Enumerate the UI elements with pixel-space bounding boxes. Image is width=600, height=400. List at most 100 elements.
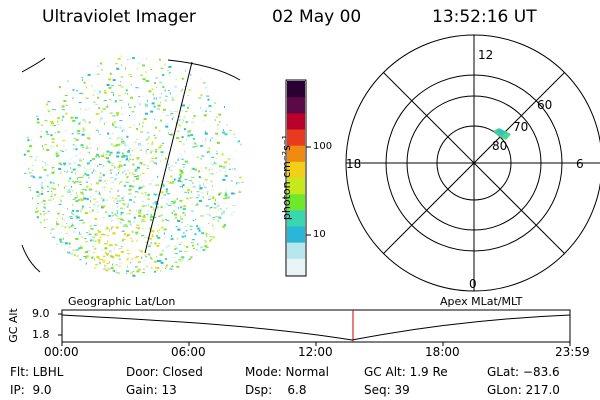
speckle (147, 96, 149, 98)
speckle (159, 58, 160, 61)
speckle (186, 188, 190, 191)
speckle (138, 87, 141, 89)
speckle (99, 112, 101, 115)
speckle (183, 143, 185, 146)
speckle (131, 159, 134, 161)
speckle (139, 174, 141, 176)
speckle (222, 178, 226, 181)
speckle (204, 239, 207, 242)
speckle (164, 228, 168, 230)
speckle (123, 163, 126, 166)
speckle (100, 117, 103, 120)
speckle (103, 189, 106, 191)
speckle (203, 140, 207, 143)
speckle (143, 214, 146, 217)
speckle (178, 206, 180, 209)
speckle (190, 73, 192, 76)
speckle (181, 235, 185, 238)
speckle (134, 168, 138, 171)
speckle (224, 194, 228, 197)
speckle (140, 251, 143, 253)
speckle (195, 218, 197, 220)
speckle (163, 204, 166, 205)
speckle (225, 165, 229, 166)
speckle (117, 200, 119, 203)
speckle (119, 143, 123, 146)
speckle (239, 176, 242, 179)
speckle (85, 251, 89, 253)
speckle (76, 90, 79, 92)
speckle (165, 188, 168, 191)
speckle (82, 158, 84, 160)
speckle (152, 93, 154, 96)
speckle (109, 151, 113, 154)
speckle (153, 193, 157, 196)
speckle (48, 199, 52, 201)
info-glat: GLat: −83.6 (487, 365, 560, 379)
speckle (85, 147, 89, 149)
speckle (225, 171, 227, 173)
speckle (79, 184, 82, 185)
speckle (190, 256, 193, 259)
speckle (58, 232, 62, 234)
speckle (122, 220, 125, 222)
speckle (109, 169, 113, 171)
speckle (103, 150, 105, 152)
speckle (120, 213, 122, 216)
speckle (47, 212, 50, 214)
polar-label-0: 0 (469, 277, 477, 291)
speckle (117, 206, 119, 208)
speckle (138, 261, 141, 263)
speckle (200, 215, 204, 217)
speckle (102, 107, 106, 110)
speckle (77, 230, 79, 232)
speckle (42, 145, 43, 148)
speckle (218, 113, 222, 116)
speckle (115, 144, 119, 147)
speckle (126, 270, 129, 273)
colorbar-band (287, 161, 305, 179)
speckle (109, 170, 111, 172)
speckle (198, 181, 200, 183)
speckle (42, 161, 44, 163)
speckle (104, 257, 106, 260)
speckle (150, 206, 153, 209)
speckle (82, 130, 85, 133)
speckle (104, 264, 106, 267)
speckle (236, 182, 237, 185)
speckle (46, 185, 49, 187)
speckle (143, 118, 147, 120)
speckle (55, 152, 59, 155)
speckle (106, 84, 110, 86)
speckle (86, 79, 89, 81)
speckle (144, 204, 148, 206)
speckle (170, 238, 174, 241)
speckle (178, 243, 181, 245)
speckle (160, 261, 164, 264)
speckle (140, 131, 144, 133)
speckle (156, 259, 160, 262)
speckle (216, 116, 218, 119)
speckle (180, 242, 183, 244)
speckle (160, 145, 163, 147)
speckle (92, 224, 94, 226)
speckle (88, 230, 90, 232)
speckle (142, 219, 143, 220)
speckle (108, 214, 112, 217)
speckle (64, 148, 68, 151)
speckle (44, 144, 48, 146)
speckle (222, 223, 226, 225)
speckle (209, 139, 211, 142)
speckle (174, 199, 176, 201)
speckle (146, 131, 150, 134)
speckle (73, 254, 76, 256)
speckle (121, 141, 123, 144)
speckle (99, 236, 102, 238)
speckle (165, 265, 167, 268)
speckle (166, 220, 170, 222)
speckle (131, 230, 134, 233)
speckle (139, 196, 142, 198)
speckle (211, 168, 214, 170)
speckle (114, 145, 118, 147)
speckle (50, 232, 52, 234)
